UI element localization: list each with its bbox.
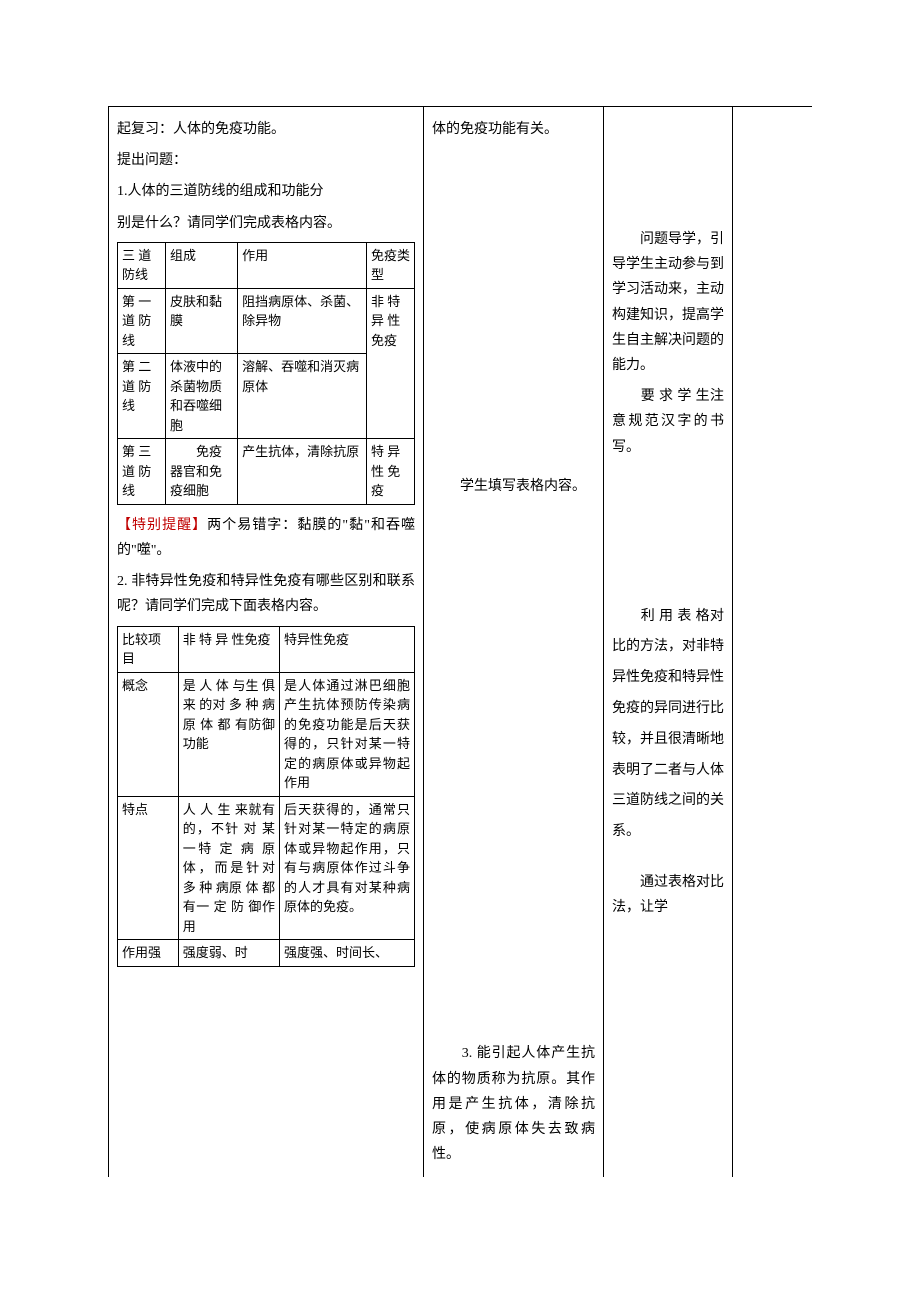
- spacer: [612, 111, 724, 221]
- student-line1: 体的免疫功能有关。: [432, 117, 595, 142]
- table-row: 第 一道 防线 皮肤和黏膜 阻挡病原体、杀菌、除异物 非 特异 性免疫: [118, 288, 415, 354]
- cell: 第 二道 防线: [118, 354, 166, 439]
- cell: 皮肤和黏膜: [166, 288, 238, 354]
- th-function: 作用: [238, 242, 367, 288]
- spacer: [432, 148, 595, 468]
- th-defense: 三 道防线: [118, 242, 166, 288]
- table-row: 比较项目 非 特 异 性免疫 特异性免疫: [118, 626, 415, 672]
- table-row: 第 三道 防线 免疫器官和免疫细胞 产生抗体，清除抗原 特 异性 免疫: [118, 439, 415, 505]
- student-fill-table: 学生填写表格内容。: [432, 474, 595, 499]
- cell-specific: 特 异性 免疫: [366, 439, 414, 505]
- cell: 第 一道 防线: [118, 288, 166, 354]
- raise-questions: 提出问题：: [117, 148, 415, 173]
- cell: 免疫器官和免疫细胞: [166, 439, 238, 505]
- cell: 人 人 生 来就有的，不针 对 某 一特 定 病 原体，而是针对 多 种 病原 …: [178, 796, 279, 940]
- th-composition: 组成: [166, 242, 238, 288]
- main-layout-grid: 起复习：人体的免疫功能。 提出问题： 1.人体的三道防线的组成和功能分 别是什么…: [108, 106, 812, 1177]
- question-2: 2. 非特异性免疫和特异性免疫有哪些区别和联系呢？请同学们完成下面表格内容。: [117, 569, 415, 619]
- cell-concept: 概念: [118, 672, 179, 796]
- spacer: [612, 854, 724, 864]
- student-activity-column: 体的免疫功能有关。 学生填写表格内容。 3. 能引起人体产生抗体的物质称为抗原。…: [423, 107, 603, 1177]
- tip-label: 【特别提醒】: [117, 518, 207, 533]
- cell-nonspecific: 非 特异 性免疫: [366, 288, 414, 439]
- cell: 是 人 体 与生 俱 来 的对 多 种 病原 体 都 有防御功能: [178, 672, 279, 796]
- cell: 产生抗体，清除抗原: [238, 439, 367, 505]
- th-nonspecific: 非 特 异 性免疫: [178, 626, 279, 672]
- cell: 后天获得的，通常只针对某一特定的病原体或异物起作用，只有与病原体作过斗争的人才具…: [280, 796, 415, 940]
- table-row: 特点 人 人 生 来就有的，不针 对 某 一特 定 病 原体，而是针对 多 种 …: [118, 796, 415, 940]
- intent-p4: 通过表格对比法，让学: [612, 870, 724, 920]
- review-line: 起复习：人体的免疫功能。: [117, 117, 415, 142]
- defense-lines-table: 三 道防线 组成 作用 免疫类型 第 一道 防线 皮肤和黏膜 阻挡病原体、杀菌、…: [117, 242, 415, 505]
- teacher-activity-column: 起复习：人体的免疫功能。 提出问题： 1.人体的三道防线的组成和功能分 别是什么…: [108, 107, 423, 1177]
- intent-p3: 利 用 表 格对比的方法，对非特异性免疫和特异性免疫的异同进行比较，并且很清晰地…: [612, 602, 724, 848]
- cell-feature: 特点: [118, 796, 179, 940]
- spacer: [612, 466, 724, 596]
- cell: 体液中的杀菌物质和吞噬细胞: [166, 354, 238, 439]
- cell: 强度弱、时: [178, 940, 279, 967]
- spacer: [432, 505, 595, 1035]
- cell: 第 三道 防线: [118, 439, 166, 505]
- th-specific: 特异性免疫: [280, 626, 415, 672]
- cell: 强度强、时间长、: [280, 940, 415, 967]
- th-type: 免疫类型: [366, 242, 414, 288]
- intent-p1: 问题导学，引导学生主动参与到学习活动来，主动构建知识，提高学生自主解决问题的能力…: [612, 227, 724, 378]
- cell: 溶解、吞噬和消灭病原体: [238, 354, 367, 439]
- special-tip: 【特别提醒】两个易错字：黏膜的"黏"和吞噬的"噬"。: [117, 513, 415, 563]
- cell-strength: 作用强: [118, 940, 179, 967]
- cell: 阻挡病原体、杀菌、除异物: [238, 288, 367, 354]
- th-compare: 比较项目: [118, 626, 179, 672]
- table-row: 概念 是 人 体 与生 俱 来 的对 多 种 病原 体 都 有防御功能 是人体通…: [118, 672, 415, 796]
- table-row: 作用强 强度弱、时 强度强、时间长、: [118, 940, 415, 967]
- table-row: 三 道防线 组成 作用 免疫类型: [118, 242, 415, 288]
- question-1-line-b: 别是什么？请同学们完成表格内容。: [117, 211, 415, 236]
- intent-p2: 要 求 学 生注意规范汉字的书写。: [612, 384, 724, 460]
- student-answer-3: 3. 能引起人体产生抗体的物质称为抗原。其作用是产生抗体，清除抗原，使病原体失去…: [432, 1041, 595, 1167]
- question-1-line-a: 1.人体的三道防线的组成和功能分: [117, 179, 415, 204]
- immunity-compare-table: 比较项目 非 特 异 性免疫 特异性免疫 概念 是 人 体 与生 俱 来 的对 …: [117, 626, 415, 967]
- design-intent-column: 问题导学，引导学生主动参与到学习活动来，主动构建知识，提高学生自主解决问题的能力…: [603, 107, 733, 1177]
- page: 起复习：人体的免疫功能。 提出问题： 1.人体的三道防线的组成和功能分 别是什么…: [0, 0, 920, 1302]
- cell: 是人体通过淋巴细胞产生抗体预防传染病的免疫功能是后天获得的，只针对某一特定的病原…: [280, 672, 415, 796]
